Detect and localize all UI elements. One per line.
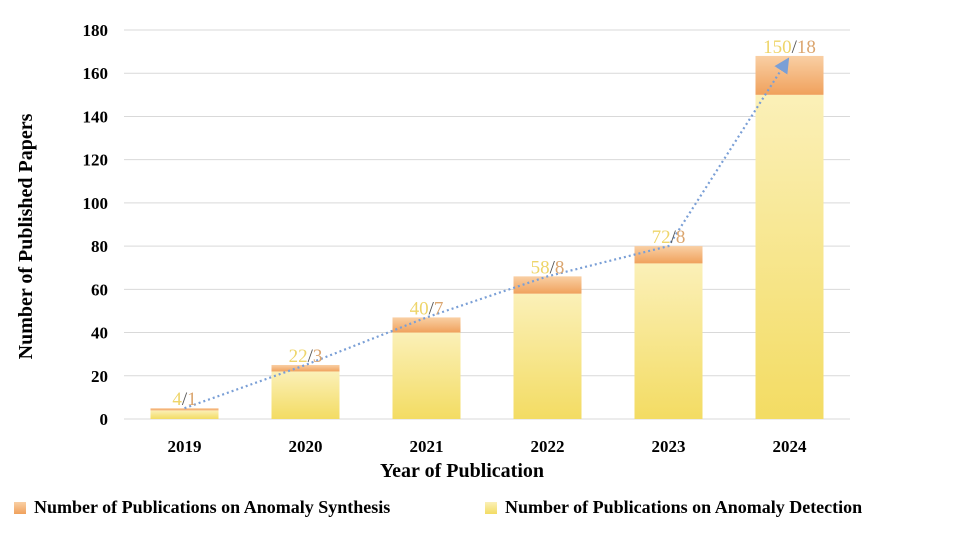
y-tick-label: 100 (83, 194, 109, 213)
bars (150, 55, 824, 419)
data-label-synthesis: 1 (187, 389, 197, 410)
data-label: 4/1 (172, 389, 196, 410)
data-label-separator: / (429, 298, 435, 319)
data-label-synthesis: 7 (434, 298, 444, 319)
data-label-detection: 22 (289, 346, 308, 367)
data-label-detection: 150 (763, 37, 792, 58)
bar-synthesis (513, 276, 582, 294)
data-label-separator: / (792, 37, 798, 58)
x-tick-label: 2021 (410, 437, 444, 456)
data-label: 58/8 (531, 257, 565, 278)
data-label-separator: / (182, 389, 188, 410)
x-tick-label: 2020 (289, 437, 323, 456)
bar-synthesis (271, 364, 340, 372)
bar-detection (271, 371, 340, 419)
bar-detection (150, 410, 219, 419)
data-label-synthesis: 8 (676, 227, 686, 248)
x-tick-label: 2024 (773, 437, 808, 456)
y-tick-label: 20 (91, 367, 108, 386)
bar-synthesis (634, 246, 703, 264)
y-tick-label: 80 (91, 237, 108, 256)
data-label-synthesis: 3 (313, 346, 323, 367)
data-label-detection: 40 (410, 298, 429, 319)
data-label-separator: / (550, 257, 556, 278)
y-axis-title: Number of Published Papers (15, 113, 37, 359)
data-label: 40/7 (410, 298, 444, 319)
x-axis-ticks: 2019 2020 2021 2022 2023 2024 (168, 437, 808, 456)
y-axis-ticks: 0 20 40 60 80 100 120 140 160 180 (83, 21, 109, 429)
x-tick-label: 2023 (652, 437, 686, 456)
legend-label-synthesis: Number of Publications on Anomaly Synthe… (34, 497, 391, 517)
y-tick-label: 60 (91, 280, 108, 299)
data-label-synthesis: 8 (555, 257, 565, 278)
data-label-separator: / (308, 346, 314, 367)
y-tick-label: 120 (83, 151, 109, 170)
bar-synthesis (150, 408, 219, 411)
legend-swatch-synthesis (14, 501, 26, 514)
bar-detection (513, 293, 582, 419)
y-tick-label: 180 (83, 21, 109, 40)
y-tick-label: 160 (83, 64, 109, 83)
gridlines (124, 29, 850, 420)
y-tick-label: 40 (91, 324, 108, 343)
y-tick-label: 0 (100, 410, 109, 429)
bar-detection (392, 332, 461, 419)
legend-item-synthesis: Number of Publications on Anomaly Synthe… (14, 497, 390, 518)
data-label: 150/18 (763, 37, 816, 58)
y-tick-label: 140 (83, 107, 109, 126)
bar-detection (755, 94, 824, 419)
bar-synthesis (755, 55, 824, 95)
bar-synthesis (392, 317, 461, 333)
data-label: 72/8 (652, 227, 686, 248)
data-label-synthesis: 18 (797, 37, 816, 58)
bar-detection (634, 263, 703, 419)
x-tick-label: 2022 (531, 437, 565, 456)
data-label-detection: 4 (172, 389, 182, 410)
legend-label-detection: Number of Publications on Anomaly Detect… (505, 497, 863, 517)
legend: Number of Publications on Anomaly Synthe… (0, 493, 959, 523)
legend-swatch-detection (485, 501, 497, 514)
data-label-separator: / (671, 227, 677, 248)
x-axis-title: Year of Publication (380, 460, 544, 482)
x-tick-label: 2019 (168, 437, 202, 456)
legend-item-detection: Number of Publications on Anomaly Detect… (485, 497, 862, 518)
data-label: 22/3 (289, 346, 323, 367)
data-label-detection: 72 (652, 227, 671, 248)
data-label-detection: 58 (531, 257, 550, 278)
